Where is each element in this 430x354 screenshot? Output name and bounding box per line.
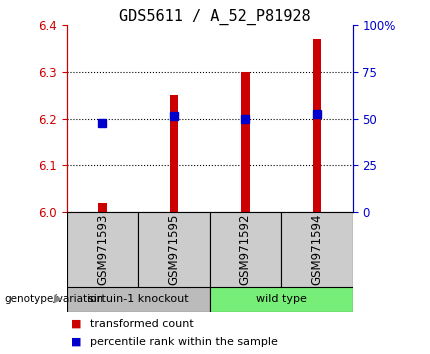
Text: genotype/variation: genotype/variation: [4, 294, 104, 304]
Bar: [281, 212, 353, 287]
Bar: [138, 212, 209, 287]
Text: GSM971593: GSM971593: [96, 214, 109, 285]
Bar: [169, 95, 178, 212]
Text: ■: ■: [71, 337, 81, 347]
Bar: [209, 287, 353, 312]
Text: GSM971592: GSM971592: [239, 214, 252, 285]
Bar: [98, 203, 107, 212]
Text: transformed count: transformed count: [90, 319, 194, 329]
Bar: [313, 39, 321, 212]
Text: GSM971594: GSM971594: [310, 214, 323, 285]
Bar: [67, 212, 138, 287]
Bar: [241, 72, 250, 212]
Text: GSM971595: GSM971595: [167, 214, 180, 285]
Text: sirtuin-1 knockout: sirtuin-1 knockout: [88, 294, 188, 304]
Text: ▶: ▶: [54, 294, 62, 304]
Text: ■: ■: [71, 319, 81, 329]
Bar: [67, 287, 209, 312]
Bar: [209, 212, 281, 287]
Text: wild type: wild type: [256, 294, 307, 304]
Text: percentile rank within the sample: percentile rank within the sample: [90, 337, 278, 347]
Text: GDS5611 / A_52_P81928: GDS5611 / A_52_P81928: [119, 9, 311, 25]
